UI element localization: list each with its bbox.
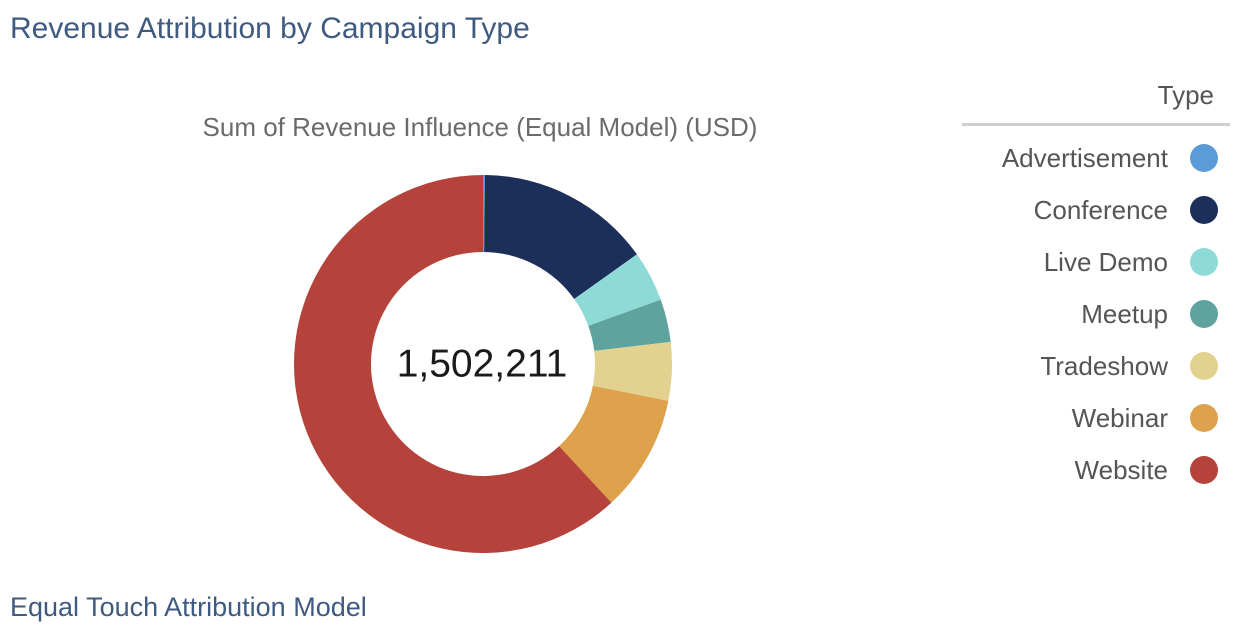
legend-swatch [1190,404,1218,432]
legend-label: Conference [1033,194,1168,225]
legend-title: Type [962,80,1230,126]
legend: Type Advertisement Conference Live Demo … [962,80,1230,496]
section-title: Equal Touch Attribution Model [10,592,367,622]
legend-label: Advertisement [1001,142,1168,173]
donut-slice-tradeshow[interactable] [592,341,672,401]
legend-label: Tradeshow [1040,350,1168,381]
legend-item-meetup[interactable]: Meetup [962,288,1230,340]
legend-label: Webinar [1071,402,1168,433]
legend-swatch [1190,144,1218,172]
donut-slice-advertisement[interactable] [483,175,485,253]
donut-center-total: 1,502,211 [397,342,568,385]
donut-slice-meetup[interactable] [588,299,671,351]
legend-item-webinar[interactable]: Webinar [962,392,1230,444]
legend-label: Website [1074,454,1168,485]
legend-swatch [1190,196,1218,224]
donut-slice-webinar[interactable] [559,385,669,503]
legend-item-live-demo[interactable]: Live Demo [962,236,1230,288]
legend-item-tradeshow[interactable]: Tradeshow [962,340,1230,392]
legend-label: Meetup [1081,298,1168,329]
card-title: Revenue Attribution by Campaign Type [10,12,530,45]
legend-swatch [1190,352,1218,380]
donut-chart[interactable]: 1,502,211 [282,168,684,560]
legend-item-website[interactable]: Website [962,444,1230,496]
donut-slice-live-demo[interactable] [574,254,661,326]
legend-item-advertisement[interactable]: Advertisement [962,132,1230,184]
legend-swatch [1190,300,1218,328]
legend-swatch [1190,248,1218,276]
donut-slices [293,175,672,553]
legend-label: Live Demo [1043,246,1168,277]
legend-swatch [1190,456,1218,484]
legend-item-conference[interactable]: Conference [962,184,1230,236]
donut-slice-conference[interactable] [484,175,637,299]
chart-subtitle: Sum of Revenue Influence (Equal Model) (… [202,112,758,142]
legend-list: Advertisement Conference Live Demo Meetu… [962,126,1230,496]
donut-slice-website[interactable] [293,175,612,553]
